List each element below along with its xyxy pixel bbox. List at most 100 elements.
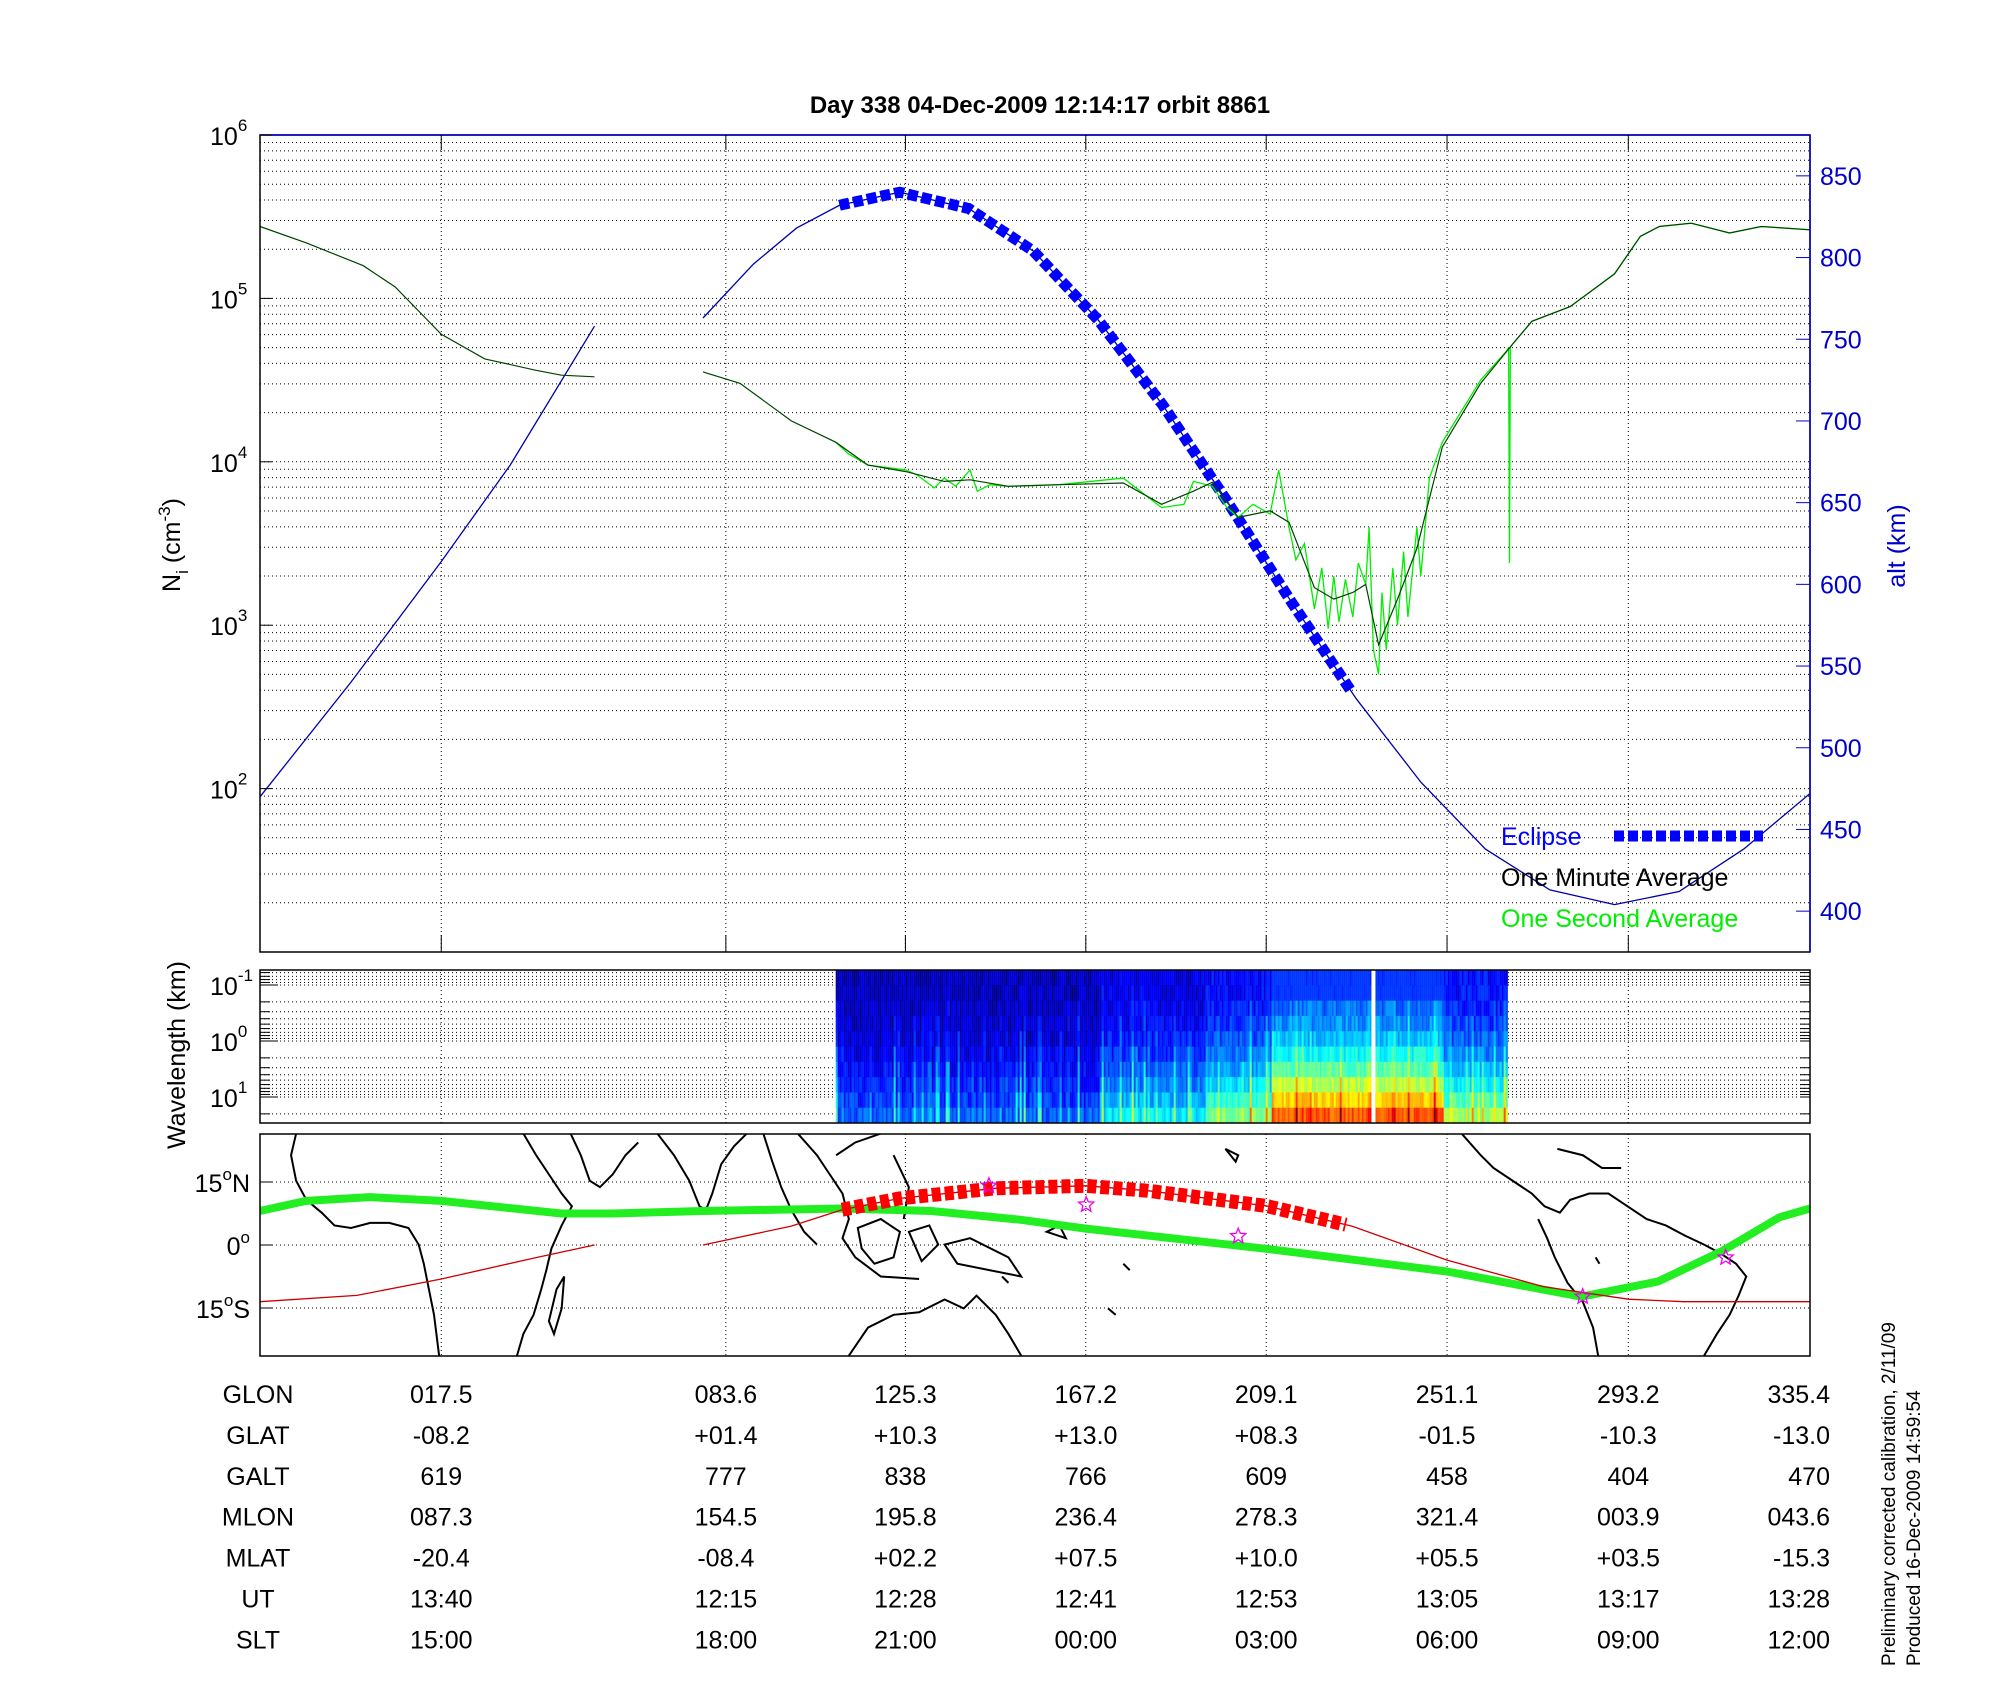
spectrogram-cell: [1253, 1031, 1256, 1047]
spectrogram-cell: [1283, 970, 1286, 986]
spectrogram-cell: [1361, 1092, 1364, 1109]
density-marks: [259, 186, 1811, 906]
spectrogram-cell: [1293, 1092, 1296, 1109]
spectrogram-cell: [1147, 1015, 1150, 1032]
spectrogram-cell: [881, 1015, 884, 1032]
spectrogram-cell: [1283, 1000, 1286, 1017]
spectrogram-cell: [1415, 985, 1418, 1002]
spectrogram-cell: [1459, 1046, 1462, 1063]
spectrogram-cell: [1161, 1000, 1164, 1017]
spectrogram-cell: [1027, 1031, 1030, 1047]
spectrogram-cell: [865, 1092, 868, 1109]
spectrogram-cell: [983, 970, 986, 986]
table-cell: 06:00: [1416, 1626, 1479, 1654]
spectrogram-cell: [1451, 1000, 1454, 1017]
spectrogram-cell: [1119, 970, 1122, 986]
table-cell: -13.0: [1773, 1422, 1830, 1450]
spectrogram-cell: [1305, 1092, 1308, 1109]
spectrogram-cell: [1365, 1000, 1368, 1017]
spectrogram-cell: [1351, 1077, 1354, 1093]
spectrogram-cell: [1479, 1107, 1482, 1124]
spectrogram-cell: [993, 1046, 996, 1063]
spectrogram-cell: [1293, 1031, 1296, 1047]
spectrogram-cell: [1479, 1092, 1482, 1109]
spectrogram-cell: [1169, 1031, 1172, 1047]
spectrogram-cell: [969, 970, 972, 986]
spectrogram-cell: [1277, 1046, 1280, 1063]
spectrogram-cell: [951, 1015, 954, 1032]
spectrogram-cell: [1429, 1015, 1432, 1032]
spectrogram-cell: [1459, 1000, 1462, 1017]
spectrogram-cell: [1297, 1077, 1300, 1093]
spectrogram-cell: [1025, 1000, 1028, 1017]
spectrogram-cell: [1075, 1000, 1078, 1017]
spectrogram-cell: [1029, 1107, 1032, 1124]
spectrogram-cell: [937, 1061, 940, 1078]
spectrogram-cell: [1219, 1031, 1222, 1047]
spectrogram-cell: [1365, 1015, 1368, 1032]
star-marker: [1228, 1226, 1248, 1245]
spectrogram-cell: [985, 1077, 988, 1093]
spectrogram-cell: [1315, 1046, 1318, 1063]
spectrogram-cell: [1353, 1107, 1356, 1124]
spectrogram-cell: [1413, 1077, 1416, 1093]
spectrogram-cell: [1249, 1000, 1252, 1017]
spectrogram-cell: [1245, 1046, 1248, 1063]
spectrogram-cell: [1311, 1046, 1314, 1063]
spectrogram-cell: [1243, 1077, 1246, 1093]
spectrogram-cell: [1173, 1092, 1176, 1109]
spectrogram-cell: [1013, 1031, 1016, 1047]
table-cell: +10.3: [874, 1422, 937, 1450]
spectrogram-cell: [1001, 1092, 1004, 1109]
spectrogram-cell: [1203, 1046, 1206, 1063]
spectrogram-cell: [1117, 1015, 1120, 1032]
spectrogram-cell: [1421, 1092, 1424, 1109]
spectrogram-cell: [1111, 1000, 1114, 1017]
spectrogram-cell: [1333, 1046, 1336, 1063]
spectrogram-cell: [1115, 1061, 1118, 1078]
spectrogram-cell: [935, 1046, 938, 1063]
spectrogram-cell: [1279, 970, 1282, 986]
spectrogram-cell: [993, 985, 996, 1002]
table-cell: 209.1: [1235, 1381, 1298, 1409]
spectrogram-cell: [1461, 1046, 1464, 1063]
spectrogram-cell: [1239, 1015, 1242, 1032]
spectrogram-cell: [1339, 1031, 1342, 1047]
spectrogram-cell: [1393, 1000, 1396, 1017]
spectrogram-cell: [1247, 1077, 1250, 1093]
spectrogram-cell: [847, 1031, 850, 1047]
spectrogram-cell: [1283, 1092, 1286, 1109]
spectrogram-cell: [1221, 1046, 1224, 1063]
spectrogram-cell: [1047, 970, 1050, 986]
spectrogram-cell: [1415, 1107, 1418, 1124]
spectrogram-cell: [953, 1015, 956, 1032]
spectrogram-cell: [1067, 1015, 1070, 1032]
spectrogram-cell: [1115, 1092, 1118, 1109]
spectrogram-cell: [1087, 985, 1090, 1002]
spectrogram-cell: [1423, 1077, 1426, 1093]
spectrogram-cell: [1111, 1092, 1114, 1109]
spectrogram-cell: [839, 1000, 842, 1017]
spectrogram-cell: [1489, 1015, 1492, 1032]
spectrogram-cell: [1091, 1061, 1094, 1078]
spectrogram-cell: [1011, 1000, 1014, 1017]
spectrogram-cell: [1363, 1000, 1366, 1017]
spectrogram-cell: [1241, 1000, 1244, 1017]
spectrogram-cell: [865, 970, 868, 986]
spectrogram-cell: [1327, 985, 1330, 1002]
spectrogram-cell: [1111, 1107, 1114, 1124]
spectrogram-cell: [1457, 1077, 1460, 1093]
spectrogram-cell: [1125, 985, 1128, 1002]
spectrogram-cell: [1187, 970, 1190, 986]
spectrogram-cell: [1293, 1077, 1296, 1093]
spectrogram-cell: [1131, 985, 1134, 1002]
spectrogram-cell: [1397, 985, 1400, 1002]
spectrogram-cell: [953, 985, 956, 1002]
spectrogram-cell: [1221, 1031, 1224, 1047]
spectrogram-cell: [1049, 1031, 1052, 1047]
spectrogram-cell: [1143, 1046, 1146, 1063]
spectrogram-cell: [1341, 1077, 1344, 1093]
spectrogram-cell: [1053, 985, 1056, 1002]
spectrogram-cell: [1349, 970, 1352, 986]
spectrogram-cell: [1347, 1000, 1350, 1017]
